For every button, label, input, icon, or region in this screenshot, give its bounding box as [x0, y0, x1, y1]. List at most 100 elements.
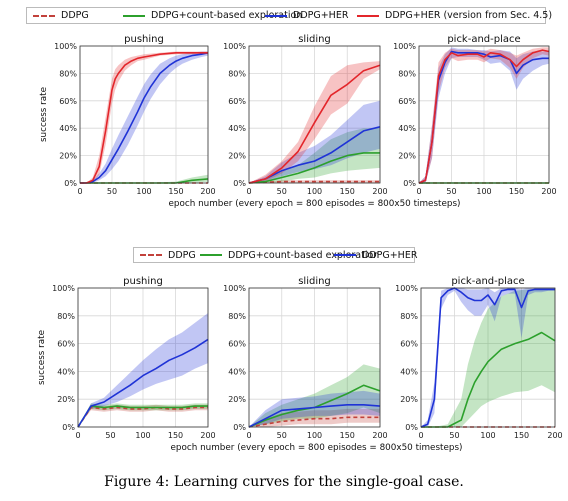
series-line-herv: [418, 49, 550, 184]
x-tick-label: 200: [541, 187, 556, 196]
y-tick-label: 40%: [228, 367, 246, 376]
legend-swatch: [140, 254, 162, 256]
y-tick-label: 20%: [228, 152, 246, 161]
x-tick-label: 100: [480, 431, 495, 440]
plot-frame: [79, 45, 209, 184]
y-tick-label: 0%: [62, 423, 75, 432]
y-tick-label: 100%: [54, 42, 77, 51]
legend-label: DDPG+HER: [293, 10, 349, 21]
x-tick-label: 150: [168, 431, 183, 440]
y-tick-label: 80%: [400, 312, 418, 321]
legend-swatch: [123, 14, 145, 17]
confidence-band-her: [421, 288, 555, 427]
y-tick-label: 80%: [398, 69, 416, 78]
confidence-band-her: [249, 390, 380, 427]
confidence-band-herv: [80, 51, 208, 183]
legend-label: DDPG+count-based exploration: [228, 249, 380, 261]
y-tick-label: 60%: [228, 340, 246, 349]
legend-label: DDPG+HER (version from Sec. 4.5): [385, 10, 553, 21]
series-line-herv: [80, 51, 208, 184]
x-tick-label: 100: [307, 431, 322, 440]
x-tick-label: 150: [168, 187, 183, 196]
legend-swatch: [357, 14, 379, 17]
x-tick-label: 150: [340, 431, 355, 440]
legend-swatch: [334, 254, 356, 256]
y-tick-label: 60%: [400, 340, 418, 349]
y-tick-label: 40%: [59, 124, 77, 133]
y-tick-label: 100%: [223, 284, 246, 293]
plot-frame: [420, 287, 556, 428]
y-tick-label: 20%: [398, 152, 416, 161]
legend-top: DDPG DDPG+count-based exploration DDPG+HER…: [26, 7, 552, 24]
x-tick-label: 150: [509, 187, 524, 196]
confidence-band-ddpg: [78, 404, 208, 427]
series-line-herv: [248, 64, 381, 184]
y-tick-label: 20%: [57, 395, 75, 404]
y-tick-label: 100%: [395, 284, 418, 293]
x-axis-label: epoch number (every epoch = 800 episodes…: [169, 199, 461, 209]
legend-swatch: [200, 254, 222, 256]
x-tick-label: 50: [105, 431, 115, 440]
series-line-ddpg: [77, 406, 208, 428]
legend-bottom: DDPG DDPG+count-based exploration DDPG+HER: [133, 247, 417, 263]
x-tick-label: 0: [246, 187, 251, 196]
legend-item-ddpg: DDPG: [33, 8, 89, 23]
y-tick-label: 20%: [228, 395, 246, 404]
y-tick-label: 80%: [228, 69, 246, 78]
legend-item-her: DDPG+HER: [334, 248, 417, 262]
panel-title: pushing: [123, 276, 163, 287]
y-tick-label: 80%: [57, 312, 75, 321]
series-line-her: [80, 52, 209, 184]
series-line-ddpg: [248, 416, 380, 428]
series-line-count: [77, 405, 208, 428]
x-tick-label: 200: [372, 187, 387, 196]
legend-item-herv: DDPG+HER (version from Sec. 4.5): [357, 8, 552, 23]
x-tick-label: 200: [200, 431, 215, 440]
confidence-band-her: [80, 51, 208, 183]
x-tick-label: 50: [277, 187, 287, 196]
x-tick-label: 0: [77, 187, 82, 196]
y-axis-label: success rate: [37, 330, 47, 385]
x-tick-label: 150: [514, 431, 529, 440]
legend-item-count: DDPG+count-based exploration: [200, 248, 379, 262]
panel-title: pick-and-place: [447, 34, 520, 45]
y-tick-label: 40%: [400, 367, 418, 376]
y-tick-label: 60%: [59, 97, 77, 106]
series-line-her: [248, 403, 381, 428]
legend-label: DDPG: [168, 249, 196, 261]
y-tick-label: 40%: [398, 124, 416, 133]
plot-frame: [418, 45, 550, 184]
x-tick-label: 100: [135, 431, 150, 440]
y-tick-label: 20%: [59, 152, 77, 161]
confidence-band-her: [249, 100, 380, 183]
plot-frame: [77, 287, 209, 428]
x-tick-label: 100: [136, 187, 151, 196]
y-tick-label: 60%: [228, 97, 246, 106]
legend-item-ddpg: DDPG: [140, 248, 196, 262]
x-tick-label: 0: [75, 431, 80, 440]
panel-title: pushing: [124, 34, 164, 45]
panel-title: pick-and-place: [451, 276, 524, 287]
y-axis-label: success rate: [39, 87, 49, 142]
y-tick-label: 100%: [52, 284, 75, 293]
x-tick-label: 50: [277, 431, 287, 440]
y-tick-label: 0%: [403, 179, 416, 188]
series-line-count: [248, 152, 380, 184]
y-tick-label: 0%: [233, 423, 246, 432]
x-tick-label: 100: [307, 187, 322, 196]
x-axis-label: epoch number (every epoch = 800 episodes…: [171, 443, 463, 453]
x-tick-label: 100: [476, 187, 491, 196]
legend-swatch: [33, 14, 55, 17]
legend-label: DDPG: [61, 10, 89, 21]
x-tick-label: 50: [107, 187, 117, 196]
y-tick-label: 80%: [228, 312, 246, 321]
y-tick-label: 60%: [57, 340, 75, 349]
x-tick-label: 0: [416, 187, 421, 196]
confidence-band-count: [421, 289, 555, 427]
x-tick-label: 50: [446, 187, 456, 196]
legend-swatch: [265, 14, 287, 17]
x-tick-label: 0: [418, 431, 423, 440]
x-tick-label: 200: [547, 431, 562, 440]
panel-title: sliding: [298, 34, 331, 45]
